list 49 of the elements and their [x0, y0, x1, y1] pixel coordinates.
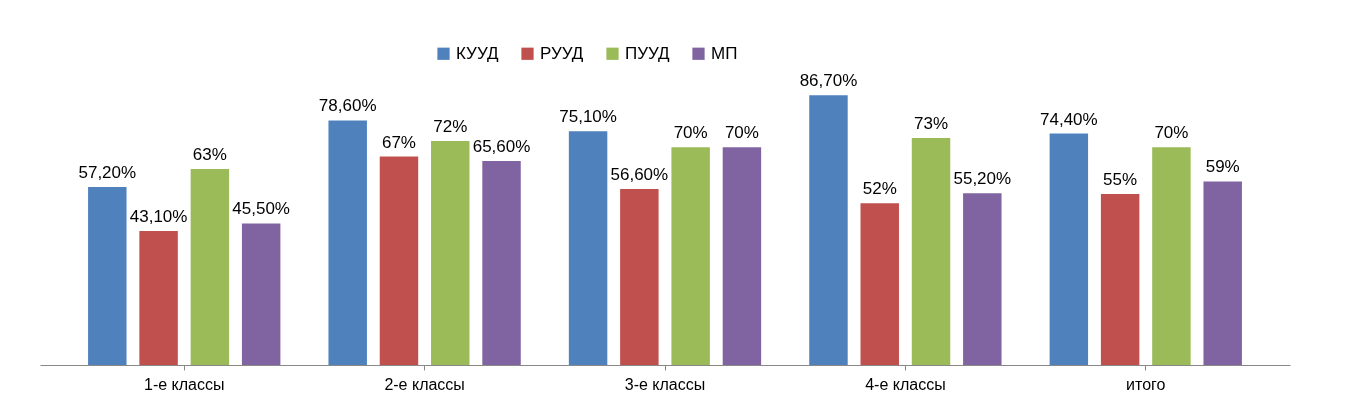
data-label: 74,40% — [1040, 109, 1098, 129]
bar — [241, 223, 281, 365]
bar — [379, 156, 419, 365]
x-tick-label: 4-е классы — [865, 375, 946, 393]
data-label: 56,60% — [610, 164, 669, 184]
bar — [139, 230, 178, 365]
bar — [911, 137, 951, 365]
bar — [860, 203, 899, 365]
legend-label: ПУУД — [625, 43, 671, 63]
data-label: 55,20% — [953, 169, 1012, 189]
data-label: 70% — [724, 123, 759, 143]
bar — [1049, 133, 1089, 365]
bar — [482, 160, 521, 365]
data-label: 70% — [673, 123, 708, 143]
bar — [963, 193, 1002, 365]
bar — [620, 188, 659, 365]
data-label: 78,60% — [318, 96, 377, 116]
bar — [722, 147, 762, 365]
data-label: 70% — [1154, 123, 1189, 143]
x-tick-label: 2-е классы — [384, 375, 465, 393]
legend-label: МП — [711, 43, 738, 63]
bar — [190, 169, 230, 365]
bar — [568, 131, 608, 365]
bar — [1100, 193, 1140, 365]
data-label: 72% — [433, 117, 468, 136]
bar — [431, 141, 470, 365]
data-label: 57,20% — [78, 163, 137, 183]
legend-label: РУУД — [540, 43, 584, 63]
data-label: 52% — [862, 179, 897, 199]
data-label: 73% — [914, 113, 949, 133]
bar — [328, 120, 367, 365]
data-label: 55% — [1103, 169, 1138, 189]
bar — [88, 187, 127, 365]
bar — [1203, 181, 1242, 365]
x-tick-label: 1-е классы — [143, 375, 225, 393]
x-tick-label: 3-е классы — [624, 375, 706, 393]
bar — [671, 147, 710, 365]
x-tick-label: итого — [1126, 375, 1166, 393]
data-label: 86,70% — [799, 71, 858, 91]
bar — [809, 95, 848, 365]
data-label: 59% — [1205, 157, 1240, 177]
data-label: 45,50% — [232, 199, 290, 219]
bar — [1152, 147, 1191, 365]
data-label: 75,10% — [559, 107, 617, 127]
data-label: 67% — [381, 132, 416, 152]
data-label: 43,10% — [129, 206, 188, 226]
data-label: 65,60% — [472, 136, 531, 156]
legend-label: КУУД — [456, 43, 499, 63]
data-label: 63% — [192, 145, 227, 164]
